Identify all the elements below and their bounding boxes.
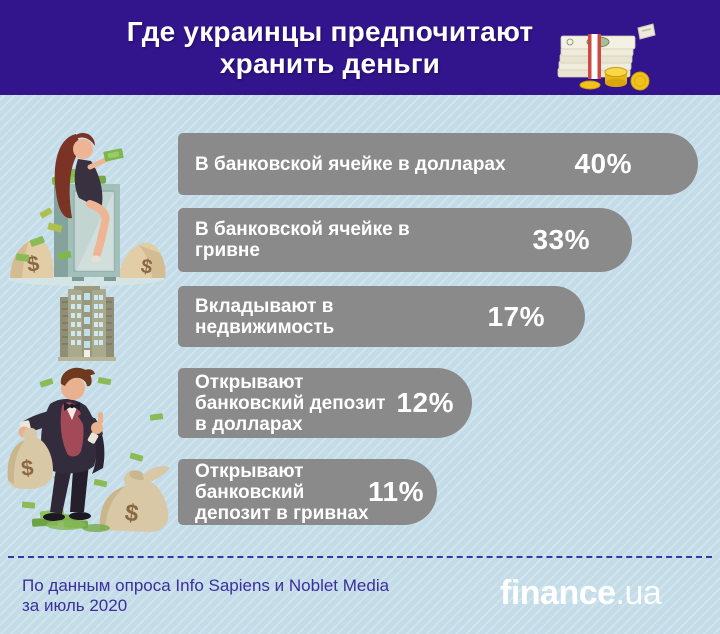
page-title-line1: Где украинцы предпочитают	[126, 16, 534, 47]
bar-label-line: Открывают	[195, 371, 304, 393]
woman-on-safe-illustration: $ $	[2, 122, 170, 295]
bar-label-line: Открывают	[195, 460, 304, 482]
page-title-line2: хранить деньги	[219, 48, 441, 79]
source-line1: По данным опроса Info Sapiens и Noblet M…	[22, 576, 390, 595]
bar-value: 11%	[368, 476, 424, 507]
page-title: Где украинцы предпочитают хранить деньги	[30, 16, 630, 80]
source-line2: за июль 2020	[22, 596, 128, 615]
bar-deposit-hryvnia: Открывают банковский депозит в гривнах 1…	[178, 459, 437, 525]
bar-label-line: в долларах	[195, 413, 303, 435]
bar-value: 17%	[487, 300, 545, 332]
bar-label-line: В банковской ячейке в долларах	[195, 153, 506, 175]
bar-cell-in-dollars: В банковской ячейке в долларах 40%	[178, 133, 698, 195]
bar-cell-in-hryvnia: В банковской ячейке в гривне 33%	[178, 208, 632, 272]
svg-text:$: $	[123, 499, 141, 528]
money-stack-with-coins-icon	[548, 22, 660, 97]
bar-label-line: банковский	[195, 481, 305, 503]
header-banner: Где украинцы предпочитают хранить деньги	[0, 0, 720, 95]
bar-label-line: депозит в гривнах	[195, 502, 369, 524]
bar-label: Вкладывают в недвижимость	[178, 296, 334, 338]
logo-suffix-text: .ua	[615, 574, 662, 612]
logo-main-text: finance	[500, 574, 616, 612]
dashed-divider	[8, 556, 712, 558]
bar-real-estate: Вкладывают в недвижимость 17%	[178, 286, 585, 347]
bar-label-line: гривне	[195, 240, 260, 261]
bar-label: В банковской ячейке в долларах	[178, 154, 506, 175]
bar-label-line: недвижимость	[195, 316, 335, 338]
bar-label: Открывают банковский депозит в долларах	[178, 372, 385, 435]
bar-value: 12%	[396, 387, 454, 418]
source-note: По данным опроса Info Sapiens и Noblet M…	[22, 576, 389, 616]
man-with-money-bags-illustration: $ $	[2, 362, 184, 539]
bar-label: В банковской ячейке в гривне	[178, 219, 410, 261]
bar-label-line: Вкладывают в	[195, 295, 334, 317]
svg-text:$: $	[139, 255, 154, 279]
finance-ua-logo: finance.ua	[500, 574, 662, 612]
bar-value: 40%	[574, 148, 632, 179]
apartment-building-illustration	[56, 285, 118, 368]
bar-label-line: В банковской ячейке в	[195, 219, 410, 240]
bar-deposit-dollars: Открывают банковский депозит в долларах …	[178, 368, 472, 438]
bar-label: Открывают банковский депозит в гривнах	[178, 461, 369, 524]
svg-text:$: $	[25, 250, 41, 276]
bar-label-line: банковский депозит	[195, 392, 386, 414]
bar-value: 33%	[532, 224, 590, 255]
svg-text:$: $	[20, 455, 35, 481]
